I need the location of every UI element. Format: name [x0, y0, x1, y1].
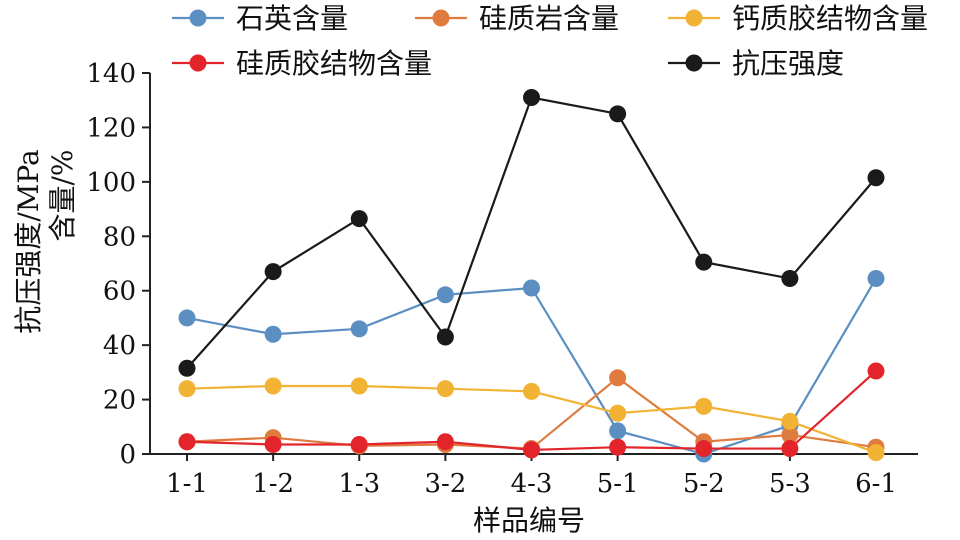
y-axis-title: 抗压强度/MPa [12, 149, 45, 333]
series-line [186, 96, 877, 370]
data-point [264, 435, 282, 453]
legend-label: 硅质胶结物含量 [236, 47, 432, 80]
y-axis-title-2: 含量/% [46, 149, 79, 241]
data-point [178, 380, 196, 398]
y-tick-label: 40 [103, 331, 136, 361]
series-0 [178, 269, 885, 463]
data-point [523, 279, 540, 297]
y-tick-label: 140 [86, 59, 136, 89]
data-point [781, 269, 799, 287]
legend-item: 硅质岩含量 [415, 2, 619, 35]
data-point [523, 441, 540, 459]
legend-item: 抗压强度 [668, 47, 844, 80]
legend-item: 硅质胶结物含量 [172, 47, 432, 80]
series-2 [178, 377, 885, 462]
legend-marker [189, 9, 207, 27]
x-tick-label: 1-1 [166, 469, 208, 499]
x-ticks: 1-1 1-2 1-3 3-2 4-3 5-1 5-2 5-3 6-1 [166, 454, 897, 499]
legend-marker [432, 9, 450, 27]
x-tick-label: 5-2 [683, 469, 725, 499]
legend-marker [685, 54, 703, 72]
data-point [867, 269, 885, 287]
legend-label: 硅质岩含量 [479, 2, 619, 35]
data-point [867, 362, 885, 380]
data-point [523, 382, 540, 400]
data-point [178, 433, 196, 451]
legend-label: 抗压强度 [732, 47, 844, 80]
legend-item: 石英含量 [172, 2, 348, 35]
data-point [781, 426, 799, 444]
data-point [264, 263, 282, 281]
legend-item: 钙质胶结物含量 [668, 2, 928, 35]
x-tick-label: 3-2 [424, 469, 466, 499]
legend-marker [685, 9, 703, 27]
y-tick-label: 100 [86, 168, 136, 198]
data-point [350, 210, 368, 228]
series-line [186, 277, 877, 456]
data-point [609, 438, 627, 456]
y-tick-label: 60 [103, 277, 136, 307]
x-tick-label: 1-2 [252, 469, 294, 499]
data-point [436, 328, 454, 346]
legend-label: 钙质胶结物含量 [732, 2, 928, 35]
axes: 0 20 40 60 80 100 120 140 1-1 1-2 1-3 3-2 4-3 5-1 5-2… [86, 59, 918, 499]
data-point [350, 377, 368, 395]
y-tick-label: 0 [119, 440, 136, 470]
data-point [609, 105, 627, 123]
data-point [264, 325, 282, 343]
series-group [178, 88, 885, 463]
data-point [781, 412, 799, 430]
x-tick-label: 1-3 [338, 469, 380, 499]
data-point [523, 88, 540, 106]
data-point [867, 169, 885, 187]
data-point [350, 320, 368, 338]
x-tick-label: 5-1 [597, 469, 639, 499]
x-tick-label: 4-3 [511, 469, 553, 499]
data-point [695, 397, 713, 415]
y-tick-label: 120 [86, 113, 136, 143]
data-point [350, 435, 368, 453]
data-point [436, 380, 454, 398]
x-tick-label: 5-3 [769, 469, 811, 499]
data-point [178, 359, 196, 377]
data-point [178, 309, 196, 327]
legend-marker [189, 54, 207, 72]
data-point [781, 440, 799, 458]
data-point [695, 253, 713, 271]
y-tick-label: 80 [103, 222, 136, 252]
data-point [436, 433, 454, 451]
x-axis-title: 样品编号 [473, 504, 585, 537]
series-4 [178, 88, 885, 377]
data-point [609, 422, 627, 440]
data-point [867, 444, 885, 462]
data-point [264, 377, 282, 395]
legend-label: 石英含量 [236, 2, 348, 35]
y-ticks: 0 20 40 60 80 100 120 140 [86, 59, 150, 470]
series-line [186, 370, 877, 452]
data-point [436, 286, 454, 304]
x-tick-label: 6-1 [855, 469, 897, 499]
series-3 [178, 362, 885, 459]
data-point [609, 404, 627, 422]
data-point [695, 440, 713, 458]
y-tick-label: 20 [103, 386, 136, 416]
data-point [609, 369, 627, 387]
